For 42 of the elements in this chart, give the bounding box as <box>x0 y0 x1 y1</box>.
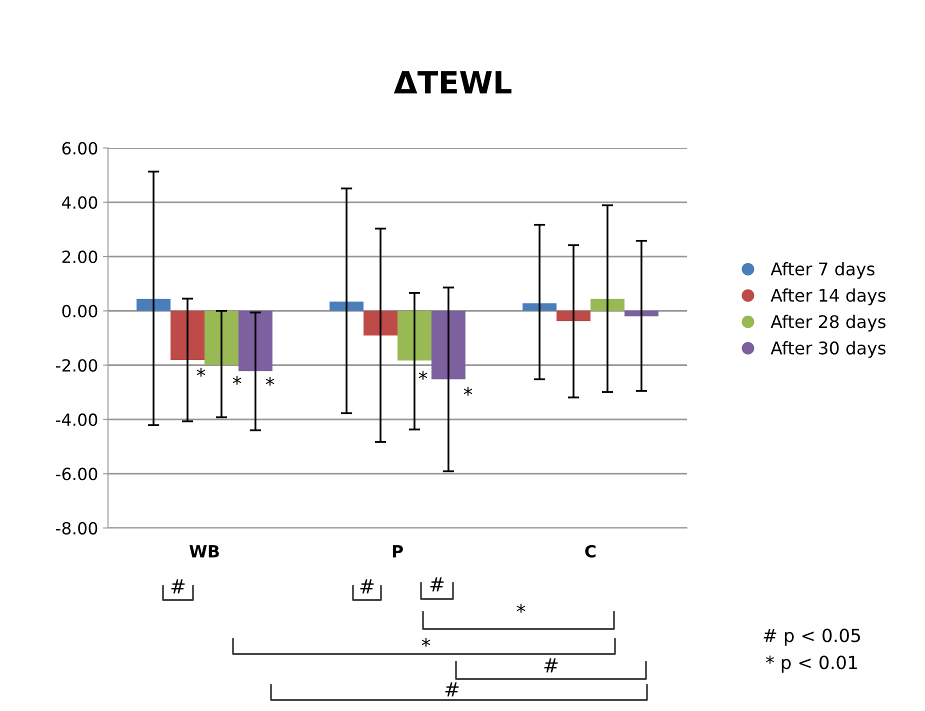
annotation: * <box>464 386 472 396</box>
annotation: * <box>196 368 206 377</box>
text: # <box>171 579 185 594</box>
text: * <box>516 604 526 613</box>
x-tick-label: C <box>585 544 596 558</box>
bar <box>556 310 590 322</box>
text: * <box>422 638 430 647</box>
legend-label: After 30 days <box>770 341 886 358</box>
bar <box>522 303 557 311</box>
text: # <box>430 577 444 592</box>
y-tick-label: 2.00 <box>62 250 98 264</box>
bar <box>136 298 171 311</box>
bar <box>398 310 432 361</box>
bar <box>364 310 398 336</box>
text: * p < 0.01 <box>766 656 857 673</box>
chart-title: ΔTEWL <box>394 71 512 94</box>
y-tick-label: 6.00 <box>62 142 98 155</box>
y-tick-label: -8.00 <box>56 522 98 535</box>
bar <box>204 310 238 365</box>
text: # <box>445 682 459 696</box>
text: # <box>360 579 374 594</box>
x-tick-label: P <box>392 545 403 558</box>
bar <box>170 310 204 360</box>
y-tick-label: 0.00 <box>62 304 98 318</box>
bar <box>330 302 364 311</box>
annotation: * <box>418 370 428 380</box>
y-tick-label: -4.00 <box>56 413 98 426</box>
annotation: * <box>266 376 274 386</box>
y-tick-label: 4.00 <box>62 196 98 209</box>
text: # p < 0.05 <box>764 628 860 646</box>
y-tick-label: -6.00 <box>56 468 98 480</box>
legend-label: After 7 days <box>770 262 874 279</box>
text: # <box>544 658 558 672</box>
x-tick-label: WB <box>189 545 219 558</box>
legend-label: After 14 days <box>770 288 886 306</box>
bar <box>590 298 624 311</box>
legend-label: After 28 days <box>770 314 886 332</box>
annotation: * <box>232 376 242 385</box>
bar <box>624 310 658 316</box>
y-tick-label: -2.00 <box>56 359 98 372</box>
bar <box>238 310 272 372</box>
bar <box>431 310 466 380</box>
